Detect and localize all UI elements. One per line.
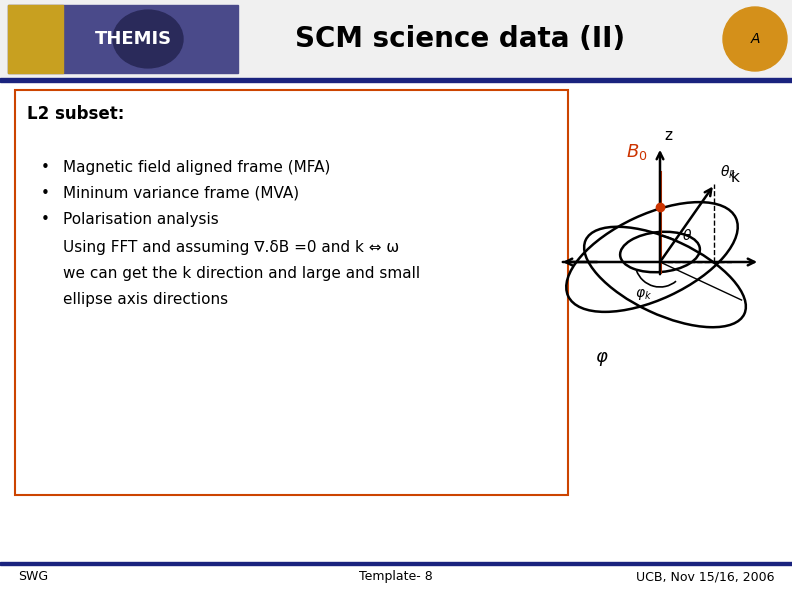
Text: $B_0$: $B_0$ — [626, 142, 648, 162]
Text: THEMIS: THEMIS — [94, 30, 172, 48]
Text: Template- 8: Template- 8 — [359, 570, 433, 583]
Bar — [0, 78, 792, 82]
Text: A: A — [750, 32, 760, 46]
Bar — [0, 0, 792, 78]
Text: $\varphi$: $\varphi$ — [595, 350, 609, 368]
Text: Mininum variance frame (MVA): Mininum variance frame (MVA) — [63, 186, 299, 201]
Text: $\theta$: $\theta$ — [682, 228, 692, 243]
Text: ellipse axis directions: ellipse axis directions — [63, 292, 228, 307]
Text: Polarisation analysis: Polarisation analysis — [63, 212, 219, 227]
Bar — [8, 5, 238, 73]
Bar — [15, 90, 568, 495]
Bar — [0, 562, 792, 565]
Text: Magnetic field aligned frame (MFA): Magnetic field aligned frame (MFA) — [63, 160, 330, 175]
Text: •: • — [40, 160, 49, 175]
Text: Using FFT and assuming ∇.δB =0 and k ⇔ ω: Using FFT and assuming ∇.δB =0 and k ⇔ ω — [63, 240, 399, 255]
Text: SCM science data (II): SCM science data (II) — [295, 25, 625, 53]
Text: k: k — [730, 170, 740, 185]
Ellipse shape — [113, 10, 183, 68]
Text: L2 subset:: L2 subset: — [27, 105, 124, 123]
Text: z: z — [664, 128, 672, 143]
Text: $\varphi_k$: $\varphi_k$ — [635, 287, 652, 302]
Bar — [8, 5, 63, 73]
Text: we can get the k direction and large and small: we can get the k direction and large and… — [63, 266, 420, 281]
Text: •: • — [40, 186, 49, 201]
Text: •: • — [40, 212, 49, 227]
Text: SWG: SWG — [18, 570, 48, 583]
Text: $\theta_k$: $\theta_k$ — [721, 163, 737, 181]
Circle shape — [723, 7, 787, 71]
Text: UCB, Nov 15/16, 2006: UCB, Nov 15/16, 2006 — [635, 570, 774, 583]
